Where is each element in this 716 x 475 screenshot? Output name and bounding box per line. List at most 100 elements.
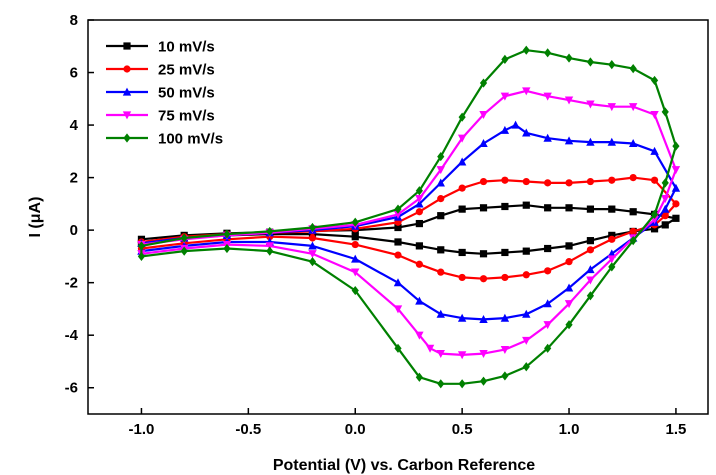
data-point: [415, 186, 423, 196]
data-point: [437, 195, 445, 203]
data-point: [415, 331, 424, 340]
data-point: [308, 234, 317, 242]
legend-marker: [122, 111, 132, 120]
data-point: [457, 351, 467, 360]
data-point: [457, 134, 467, 143]
data-point: [671, 166, 681, 175]
data-point: [565, 53, 573, 63]
data-point: [437, 246, 445, 254]
data-point: [351, 285, 359, 296]
data-point: [608, 60, 616, 70]
series-group: [137, 45, 681, 389]
data-point: [500, 313, 510, 322]
data-point: [137, 241, 146, 251]
legend-item: 25 mV/s: [106, 62, 215, 79]
plot-layer: [137, 45, 681, 389]
legend-label: 25 mV/s: [158, 62, 215, 79]
data-point: [501, 273, 509, 282]
data-point: [479, 250, 488, 258]
y-tick-label: 8: [70, 12, 78, 29]
data-point: [522, 201, 530, 209]
data-point: [458, 184, 466, 192]
data-point: [415, 260, 423, 268]
data-point: [394, 251, 402, 259]
data-point: [308, 241, 317, 250]
plot-frame: [87, 19, 709, 415]
data-point: [565, 258, 573, 266]
data-point: [661, 212, 669, 220]
data-point: [266, 226, 274, 237]
data-point: [565, 320, 573, 330]
data-point: [501, 176, 509, 184]
data-point: [457, 313, 467, 322]
data-point: [394, 223, 402, 232]
data-point: [308, 250, 317, 259]
legend-label: 100 mV/s: [158, 131, 223, 148]
data-point: [522, 87, 531, 96]
legend-label: 50 mV/s: [158, 85, 215, 102]
data-point: [394, 343, 402, 353]
data-point: [650, 176, 659, 184]
data-point: [415, 219, 423, 228]
y-axis-title: I (μA): [27, 197, 44, 238]
data-point: [457, 157, 467, 166]
data-point: [661, 195, 670, 204]
y-tick-label: -2: [65, 275, 78, 292]
x-tick-label: 1.5: [666, 421, 687, 438]
data-point: [608, 235, 616, 243]
data-point: [511, 120, 520, 129]
axes-layer: -1.0 -0.5 0.0 0.5 1.0 1.5 -6 -4 -2 0 2 4 6 8: [65, 12, 709, 438]
data-point: [661, 107, 669, 117]
data-point: [672, 200, 680, 208]
data-point: [607, 137, 616, 146]
data-point: [500, 346, 510, 355]
data-point: [672, 214, 680, 222]
data-point: [436, 309, 445, 318]
data-point: [544, 343, 552, 353]
y-tick-label: 4: [70, 117, 79, 134]
y-tick-label: 6: [70, 65, 78, 82]
data-point: [661, 178, 669, 188]
data-point: [628, 103, 638, 112]
data-point: [544, 244, 552, 253]
data-point: [393, 278, 403, 287]
data-point: [543, 133, 552, 142]
legend-marker: [123, 133, 131, 143]
legend-marker: [123, 42, 131, 50]
data-point: [437, 268, 445, 276]
data-point: [607, 255, 616, 264]
data-point: [223, 229, 231, 239]
legend-item: 50 mV/s: [106, 85, 215, 102]
data-point: [458, 379, 466, 389]
data-point: [415, 242, 423, 250]
data-point: [479, 349, 488, 358]
data-point: [308, 257, 317, 267]
data-point: [415, 296, 424, 305]
data-point: [458, 205, 466, 213]
data-point: [415, 195, 424, 204]
data-point: [608, 231, 616, 239]
data-point: [479, 275, 488, 283]
data-point: [522, 309, 531, 318]
series-line: [140, 124, 677, 321]
data-point: [543, 299, 552, 308]
data-point: [608, 176, 616, 184]
data-point: [564, 96, 574, 105]
data-point: [522, 336, 531, 345]
data-point: [223, 243, 231, 254]
data-point: [415, 199, 424, 208]
data-point: [479, 204, 488, 212]
y-tick-label: -4: [65, 327, 79, 344]
data-point: [266, 246, 274, 256]
data-point: [500, 125, 510, 134]
data-point: [544, 48, 552, 58]
data-point: [543, 321, 552, 330]
data-point: [607, 249, 616, 258]
data-point: [351, 268, 360, 277]
data-point: [351, 240, 359, 249]
data-point: [650, 110, 659, 119]
data-point: [608, 205, 616, 213]
data-point: [586, 291, 595, 301]
data-point: [436, 349, 445, 358]
